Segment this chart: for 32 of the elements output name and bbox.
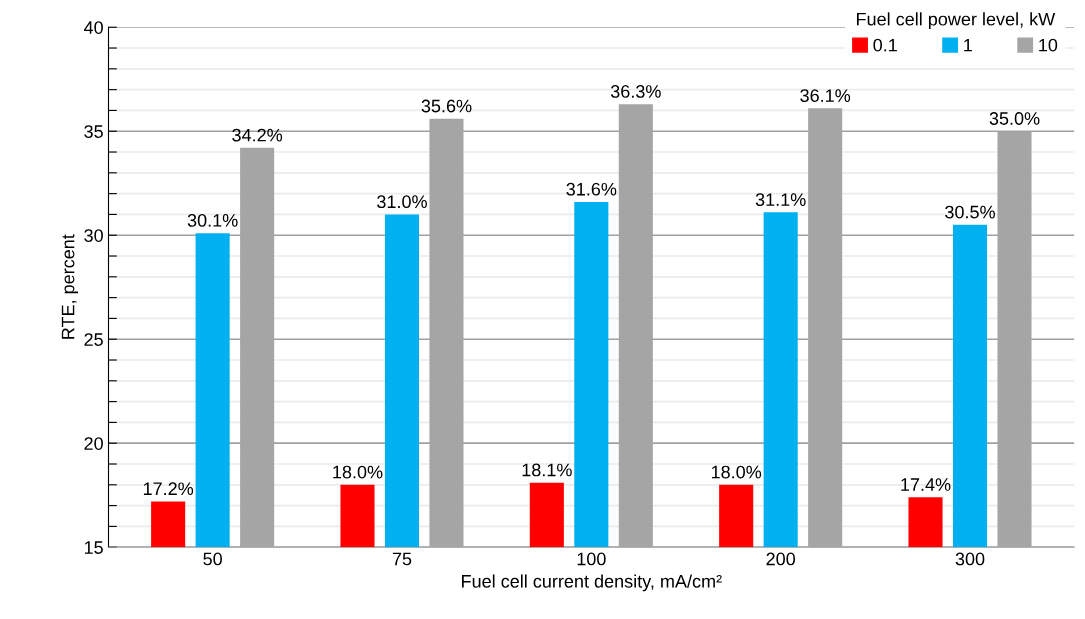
y-tick-label: 25	[84, 333, 103, 346]
x-tick-label: 100	[577, 552, 606, 566]
x-axis-title: Fuel cell current density, mA/cm²	[462, 574, 722, 592]
legend-label: 0.1	[873, 38, 897, 52]
x-tick-label: 200	[766, 552, 796, 566]
x-tick-label: 300	[955, 552, 985, 566]
data-label: 18.0%	[333, 465, 383, 479]
y-tick-label: 20	[84, 437, 103, 450]
data-label: 17.4%	[901, 478, 951, 491]
y-tick-label: 30	[84, 229, 103, 242]
data-label: 31.0%	[377, 195, 427, 209]
y-tick-label: 15	[84, 541, 103, 554]
y-tick-label: 35	[84, 125, 103, 138]
data-label: 34.2%	[232, 128, 283, 142]
data-label: 31.1%	[755, 193, 806, 206]
y-tick-label: 40	[83, 21, 103, 34]
legend-label: 1	[964, 38, 972, 52]
legend-label: 10	[1039, 38, 1058, 52]
data-label: 30.5%	[945, 205, 995, 219]
y-axis-title: RTE, percent	[61, 234, 78, 339]
x-tick-label: 50	[203, 552, 222, 566]
data-label: 18.0%	[711, 465, 762, 479]
data-label: 36.1%	[800, 89, 851, 102]
data-label: 36.3%	[610, 85, 661, 98]
data-label: 18.1%	[522, 463, 572, 477]
legend-title: Fuel cell power level, kW	[857, 12, 1056, 30]
data-label: 35.6%	[421, 99, 472, 113]
data-label: 30.1%	[187, 214, 238, 227]
data-label: 17.2%	[143, 482, 194, 496]
data-label: 31.6%	[566, 182, 617, 196]
x-tick-label: 75	[392, 552, 412, 566]
data-label: 35.0%	[989, 112, 1040, 125]
